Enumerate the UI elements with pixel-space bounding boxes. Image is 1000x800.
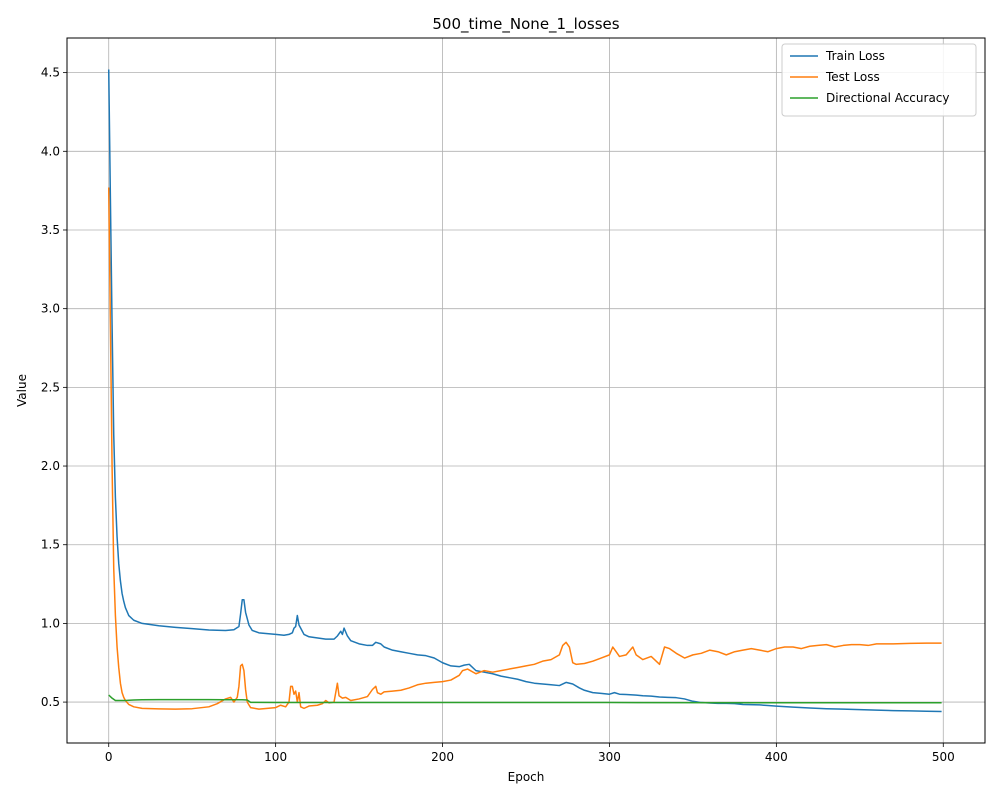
x-axis-label: Epoch <box>508 770 545 784</box>
axis-ticks: 0 100 200 300 400 500 0.5 1.0 1.5 2.0 2.5 3.0 3.5 4.0… <box>41 66 955 764</box>
plot-frame <box>66 37 986 744</box>
y-tick-label: 4.5 <box>41 66 60 80</box>
legend-label: Test Loss <box>825 70 880 84</box>
y-tick-label: 3.0 <box>41 302 60 316</box>
y-tick-label: 4.0 <box>41 144 60 158</box>
legend-label: Directional Accuracy <box>826 91 950 105</box>
y-tick-label: 2.0 <box>41 459 60 473</box>
grid <box>67 38 985 743</box>
series-line-test-loss <box>107 187 942 710</box>
x-tick-label: 200 <box>431 750 454 764</box>
y-tick-label: 2.5 <box>41 380 60 394</box>
series-lines <box>107 69 942 713</box>
x-tick-label: 500 <box>932 750 955 764</box>
series-line-directional-accuracy <box>108 694 942 704</box>
legend: Train Loss Test Loss Directional Accuracy <box>781 43 977 117</box>
x-tick-label: 100 <box>264 750 287 764</box>
legend-box <box>781 43 977 117</box>
y-axis-label: Value <box>15 374 29 407</box>
y-tick-label: 1.0 <box>41 616 60 630</box>
x-tick-label: 400 <box>765 750 788 764</box>
y-tick-label: 1.5 <box>41 538 60 552</box>
y-tick-label: 0.5 <box>41 695 60 709</box>
legend-label: Train Loss <box>825 49 885 63</box>
x-tick-label: 0 <box>105 750 113 764</box>
y-tick-label: 3.5 <box>41 223 60 237</box>
chart-title: 500_time_None_1_losses <box>432 15 619 34</box>
x-tick-label: 300 <box>598 750 621 764</box>
